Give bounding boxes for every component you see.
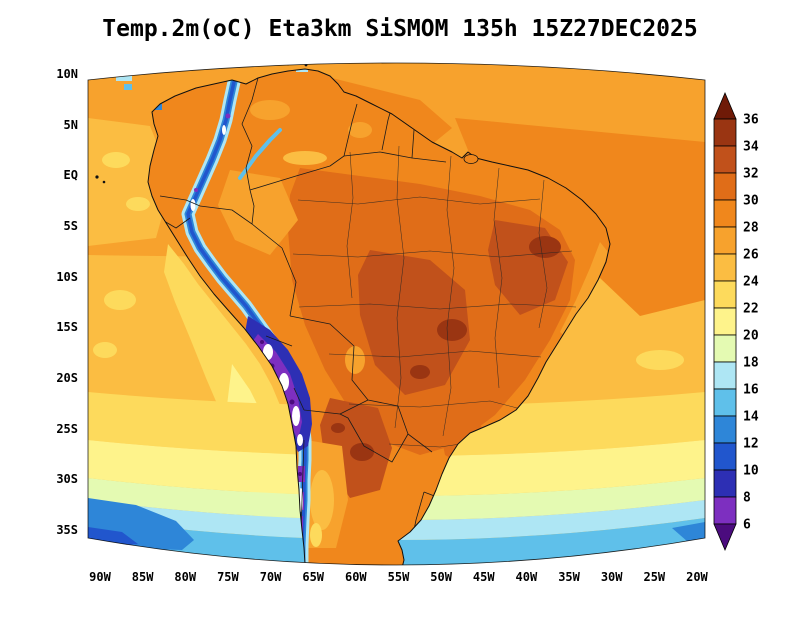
colorbar-segment: [713, 226, 737, 255]
lat-tick-label: 25S: [56, 421, 78, 436]
lon-tick-label: 90W: [89, 570, 111, 584]
lat-tick-label: 35S: [56, 523, 78, 538]
lon-tick-label: 50W: [430, 570, 452, 584]
colorbar-tick-label: 8: [743, 491, 751, 506]
colorbar-segment: [713, 388, 737, 417]
colorbar-tick-label: 28: [743, 221, 759, 236]
colorbar-segment: [713, 307, 737, 336]
lon-tick-label: 85W: [131, 570, 154, 584]
colorbar-tick-label: 18: [743, 356, 759, 371]
lon-tick-label: 70W: [259, 570, 282, 584]
colorbar-segment: [713, 118, 737, 147]
lon-tick-label: 80W: [174, 570, 197, 584]
colorbar-segment: [713, 469, 737, 498]
lon-tick-label: 35W: [558, 570, 580, 584]
colorbar-segment: [713, 172, 737, 201]
colorbar-segment: [713, 415, 737, 444]
state-borders: [292, 145, 577, 448]
colorbar-tick-label: 24: [743, 275, 759, 290]
colorbar-segment: [713, 361, 737, 390]
country-borders: [151, 77, 451, 565]
colorbar-tick-label: 16: [743, 383, 759, 398]
latitude-axis: 10N 5N EQ 5S 10S 15S 20S 25S 30S 35S: [38, 0, 80, 618]
lat-tick-label: 30S: [56, 472, 78, 487]
lon-tick-label: 55W: [387, 570, 410, 584]
lon-tick-label: 40W: [515, 570, 538, 584]
lat-tick-label: 15S: [56, 320, 78, 335]
colorbar-segment: [713, 280, 737, 309]
colorbar-tick-label: 22: [743, 302, 759, 317]
colorbar-tick-label: 6: [743, 518, 751, 533]
lat-tick-label: 10S: [56, 269, 78, 284]
lat-tick-label: EQ: [63, 168, 78, 183]
lon-tick-label: 60W: [344, 570, 367, 584]
colorbar-segment: [713, 199, 737, 228]
marajo-island: [463, 154, 479, 164]
lat-tick-label: 10N: [56, 67, 78, 81]
lon-tick-label: 75W: [217, 570, 239, 584]
colorbar-segment: [713, 334, 737, 363]
colorbar-tick-label: 14: [743, 410, 759, 425]
lat-tick-label: 5S: [63, 219, 78, 233]
lat-tick-label: 5N: [63, 117, 78, 132]
colorbar-tick-label: 20: [743, 329, 759, 344]
lon-tick-label: 45W: [472, 570, 495, 584]
plot-boundary: [87, 62, 706, 566]
lat-tick-label: 20S: [56, 371, 78, 386]
colorbar-arrow-top: [713, 91, 737, 120]
lon-tick-label: 65W: [302, 570, 325, 584]
map-plot-area: [88, 63, 705, 565]
lon-tick-label: 30W: [600, 570, 623, 584]
colorbar-tick-label: 26: [743, 248, 759, 263]
colorbar-tick-label: 30: [743, 194, 759, 209]
chart-title: Temp.2m(oC) Eta3km SiSMOM 135h 15Z27DEC2…: [102, 16, 698, 42]
colorbar-arrow-bottom: [713, 523, 737, 552]
colorbar-segment: [713, 145, 737, 174]
colorbar-tick-label: 12: [743, 437, 759, 452]
colorbar-segment: [713, 442, 737, 471]
lon-tick-label: 20W: [686, 570, 708, 584]
lon-tick-label: 25W: [643, 570, 666, 584]
colorbar-tick-label: 32: [743, 167, 759, 182]
colorbar-segment: [713, 496, 737, 525]
colorbar-tick-label: 36: [743, 113, 759, 128]
colorbar-tick-label: 10: [743, 464, 759, 479]
colorbar-tick-label: 34: [743, 140, 759, 155]
colorbar-segment: [713, 253, 737, 282]
